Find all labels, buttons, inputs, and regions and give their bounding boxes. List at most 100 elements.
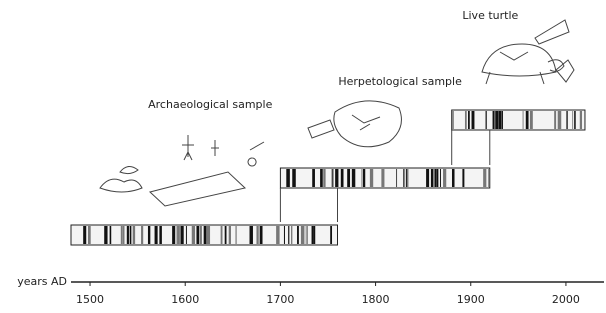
barcode-stripe xyxy=(434,169,436,187)
barcode-stripe xyxy=(284,226,285,244)
barcode-stripe xyxy=(286,169,290,187)
tick-label: 1600 xyxy=(171,293,199,306)
barcode-stripe xyxy=(123,226,125,244)
barcode-stripe xyxy=(148,226,150,244)
barcode-stripe xyxy=(256,226,258,244)
sample-label: Archaeological sample xyxy=(148,98,272,111)
barcode-stripe xyxy=(335,169,338,187)
barcode-stripe xyxy=(110,226,112,244)
barcode-stripe xyxy=(159,226,161,244)
barcode-stripe xyxy=(453,111,454,129)
barcode-stripe xyxy=(204,226,207,244)
people-sketch xyxy=(182,135,264,166)
barcode-stripe xyxy=(180,226,183,244)
barcode-stripe xyxy=(381,169,384,187)
barcode-stripe xyxy=(88,226,91,244)
barcode-stripe xyxy=(221,226,223,244)
barcode-stripe xyxy=(437,169,439,187)
barcode-stripe xyxy=(312,226,314,244)
barcode-stripe xyxy=(330,226,332,244)
barcode-stripe xyxy=(207,226,210,244)
barcode-stripe xyxy=(396,169,397,187)
barcode-stripe xyxy=(462,169,464,187)
barcode-stripe xyxy=(468,111,470,129)
sample-label: Live turtle xyxy=(462,9,518,22)
dig-site-sketch xyxy=(150,172,245,206)
sample-label: Herpetological sample xyxy=(338,75,462,88)
shell-sketch xyxy=(334,101,402,147)
barcode-stripe xyxy=(403,169,404,187)
barcode-stripe xyxy=(523,111,524,129)
barcode-stripe xyxy=(406,169,407,187)
barcode-stripe xyxy=(155,226,158,244)
barcode-stripe xyxy=(370,169,373,187)
barcode-stripe xyxy=(177,226,180,244)
barcode-stripe xyxy=(196,226,199,244)
tick-label: 1800 xyxy=(362,293,390,306)
barcode-stripe xyxy=(320,169,323,187)
timeline-figure: years AD 1500 1600 1700 1800 1900 2000 Archaeol… xyxy=(0,0,606,313)
timeline: years AD 1500 1600 1700 1800 1900 2000 Archaeol… xyxy=(17,9,604,306)
barcode-stripe xyxy=(496,111,499,129)
tick-label: 2000 xyxy=(552,293,580,306)
barcode-stripe xyxy=(465,111,467,129)
tick-label: 1900 xyxy=(457,293,485,306)
barcode-stripe xyxy=(312,169,315,187)
barcode-stripe xyxy=(566,111,567,129)
tick-label: 1500 xyxy=(76,293,104,306)
barcode-stripe xyxy=(486,111,487,129)
barcode-stripe xyxy=(235,226,236,244)
barcode-stripe xyxy=(483,169,486,187)
barcode-stripe xyxy=(133,226,135,244)
barcode-stripe xyxy=(426,169,429,187)
barcode-stripe xyxy=(452,169,455,187)
barcode-stripe xyxy=(493,111,495,129)
barcode-stripe xyxy=(130,226,132,244)
barcode-bar xyxy=(280,168,489,188)
barcode-stripe xyxy=(186,226,187,244)
barcode-stripe xyxy=(332,169,333,187)
barcode-stripe xyxy=(352,169,355,187)
barcode-stripe xyxy=(580,111,582,129)
barcode-stripe xyxy=(488,169,489,187)
barcode-stripe xyxy=(127,226,129,244)
barcode-stripe xyxy=(495,111,496,129)
barcode-stripe xyxy=(121,226,123,244)
barcode-stripe xyxy=(176,226,177,244)
barcode-stripe xyxy=(574,111,576,129)
barcode-stripe xyxy=(341,169,344,187)
barcode-stripe xyxy=(141,226,143,244)
barcode-stripe xyxy=(229,226,231,244)
barcode-stripe xyxy=(347,169,350,187)
barcode-stripe xyxy=(276,226,279,244)
axis-label: years AD xyxy=(17,275,67,288)
barcode-stripe xyxy=(407,169,408,187)
barcode-stripe xyxy=(292,169,296,187)
tick-label: 1700 xyxy=(266,293,294,306)
barcode-stripe xyxy=(83,226,86,244)
barcode-stripe xyxy=(291,226,292,244)
barcode-stripe xyxy=(323,169,325,187)
barcode-stripe xyxy=(530,111,533,129)
barcode-stripe xyxy=(498,111,501,129)
bush-sketch xyxy=(100,166,142,192)
barcode-stripe xyxy=(172,226,175,244)
barcode-stripe xyxy=(526,111,529,129)
barcode-stripe xyxy=(192,226,195,244)
barcode-stripe xyxy=(225,226,227,244)
barcode-stripe xyxy=(297,226,299,244)
barcode-stripe xyxy=(307,226,308,244)
barcode-stripe xyxy=(431,169,434,187)
barcode-stripe xyxy=(104,226,107,244)
tag-sketch xyxy=(308,120,334,138)
barcode-stripe xyxy=(502,111,503,129)
barcode-stripe xyxy=(288,226,289,244)
barcode-stripe xyxy=(200,226,202,244)
barcode-stripe xyxy=(361,169,362,187)
barcode-stripe xyxy=(363,169,365,187)
barcode-stripe xyxy=(472,111,475,129)
barcode-stripe xyxy=(440,169,441,187)
barcode-stripe xyxy=(554,111,556,129)
barcode-stripe xyxy=(250,226,253,244)
barcode-stripe xyxy=(558,111,562,129)
